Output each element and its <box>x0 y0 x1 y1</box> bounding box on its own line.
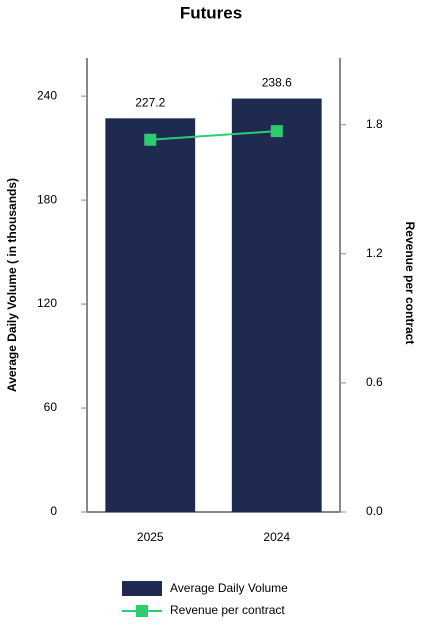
y-tick-label: 60 <box>44 400 58 414</box>
legend-label: Average Daily Volume <box>170 581 288 595</box>
bar <box>105 118 196 512</box>
line-marker <box>270 125 283 138</box>
value-label: 227.2 <box>135 95 165 109</box>
legend-swatch <box>136 605 148 617</box>
chart-title: Futures <box>180 3 242 22</box>
line <box>150 130 277 141</box>
y2-axis-label: Revenue per contract <box>403 222 417 345</box>
y-tick-label: 240 <box>37 88 57 102</box>
y-tick-label: 180 <box>37 192 57 206</box>
legend-label: Revenue per contract <box>170 603 285 617</box>
x-tick-label: 2024 <box>263 530 290 544</box>
y2-tick-label: 1.2 <box>366 246 383 260</box>
x-tick-label: 2025 <box>137 530 164 544</box>
line-marker <box>144 133 157 146</box>
legend-swatch <box>122 581 162 596</box>
y2-tick-label: 0.0 <box>366 504 383 518</box>
y2-tick-label: 0.6 <box>366 375 383 389</box>
y-tick-label: 0 <box>50 504 57 518</box>
value-label: 238.6 <box>262 76 292 90</box>
y-tick-label: 120 <box>37 296 57 310</box>
bar <box>231 98 322 512</box>
y2-tick-label: 1.8 <box>366 117 383 131</box>
y-axis-label: Average Daily Volume ( in thousands) <box>5 178 19 392</box>
